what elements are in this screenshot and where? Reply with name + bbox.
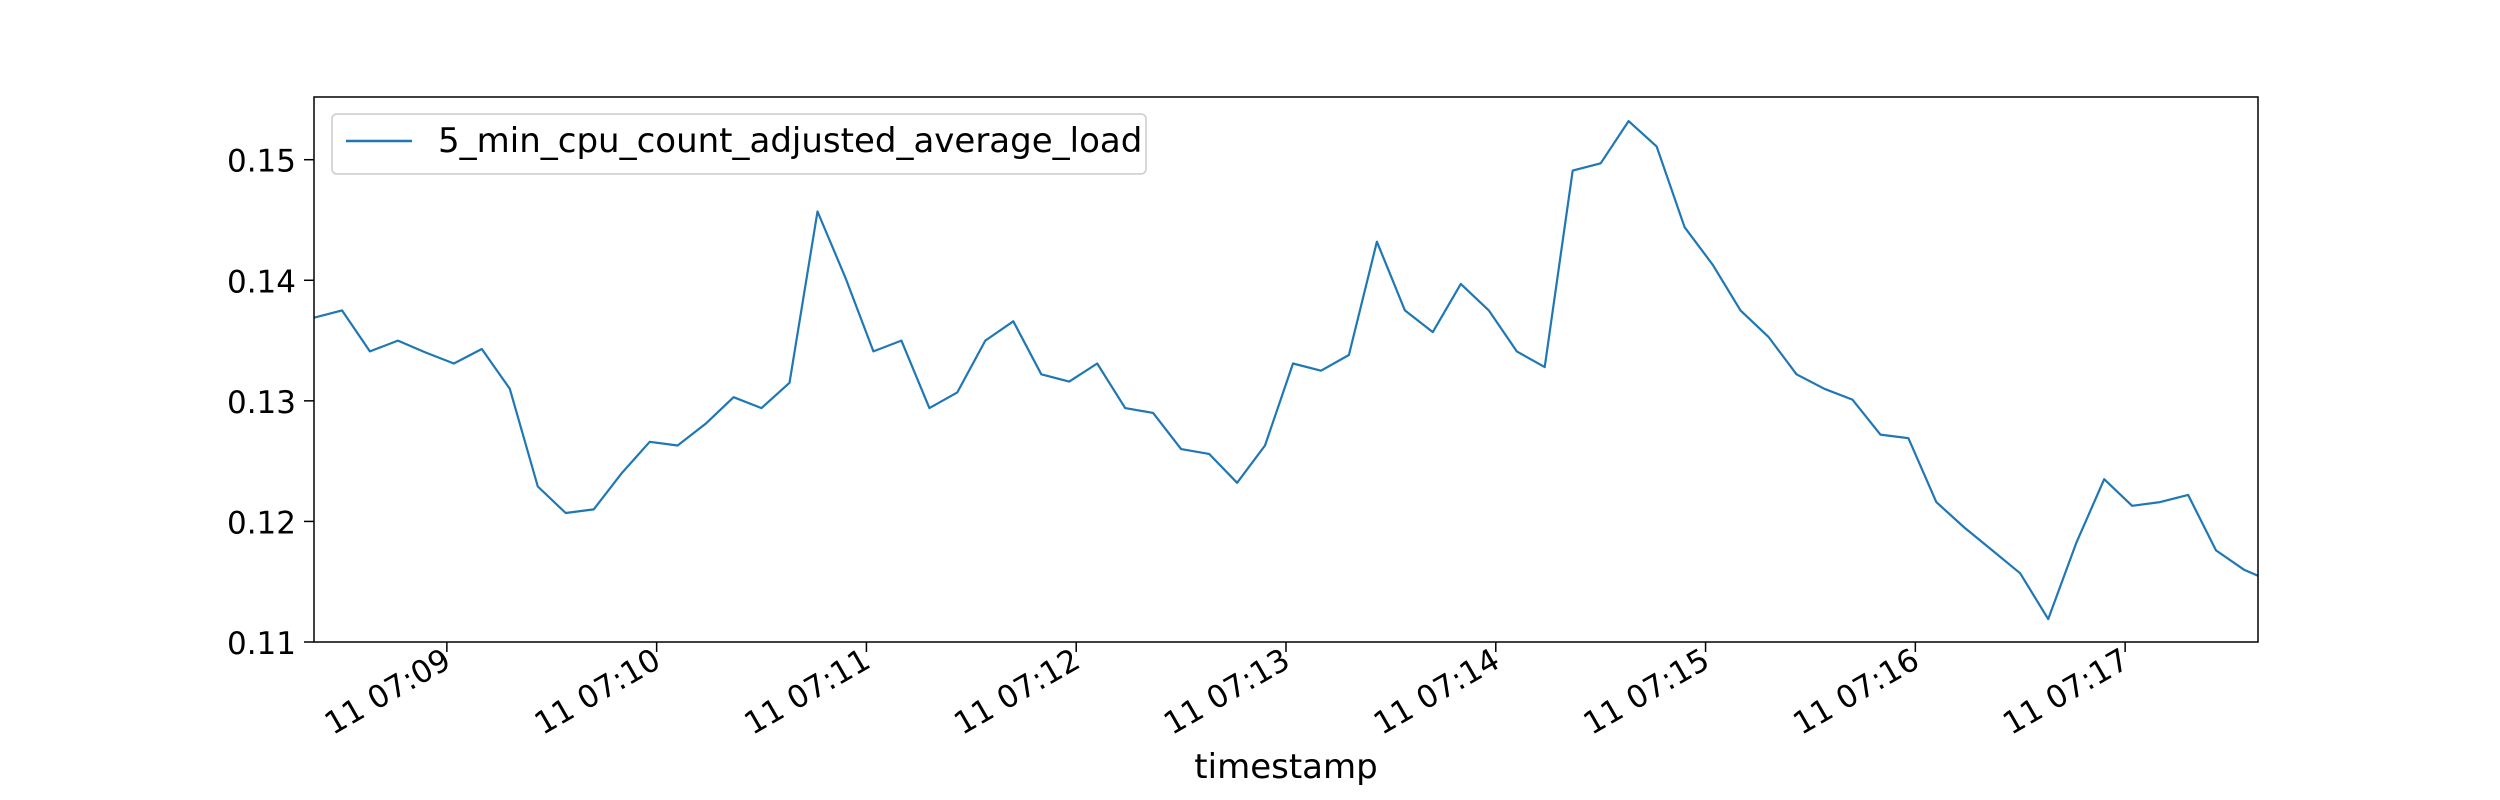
legend-box bbox=[331, 113, 1147, 175]
y-tick-label: 0.12 bbox=[227, 505, 296, 541]
x-axis-label: timestamp bbox=[1194, 747, 1377, 787]
y-tick-label: 0.15 bbox=[227, 144, 296, 180]
y-tick-label: 0.14 bbox=[227, 264, 296, 300]
y-tick-label: 0.13 bbox=[227, 385, 296, 421]
legend: 5_min_cpu_count_adjusted_average_load bbox=[331, 113, 1147, 175]
legend-series-label: 5_min_cpu_count_adjusted_average_load bbox=[438, 121, 1142, 161]
plot-frame bbox=[313, 96, 2259, 643]
y-tick-label: 0.11 bbox=[227, 626, 296, 662]
series-line-0 bbox=[313, 119, 2259, 621]
y-axis: 0.11 0.12 0.13 0.14 0.15 bbox=[227, 144, 314, 662]
plot-area bbox=[313, 119, 2259, 621]
